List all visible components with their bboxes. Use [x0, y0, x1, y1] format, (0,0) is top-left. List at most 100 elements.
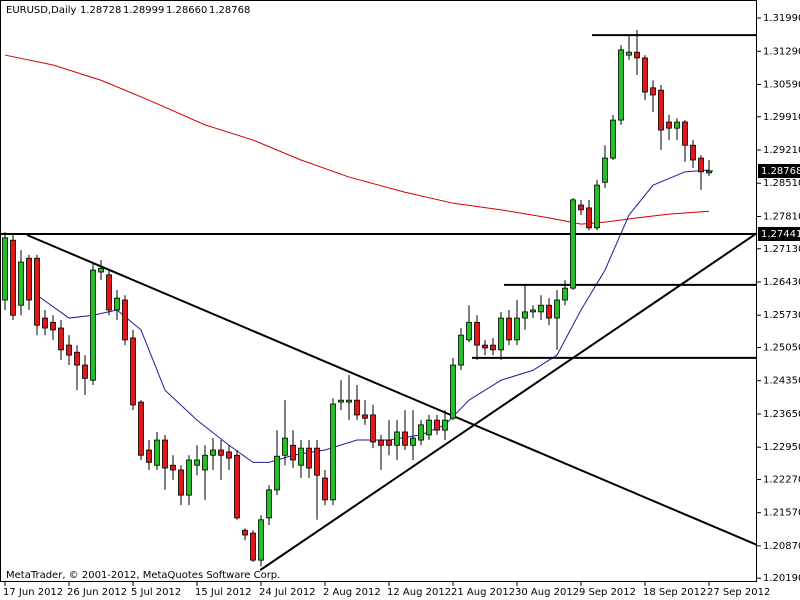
candle-body: [538, 304, 544, 313]
candle-body: [74, 351, 80, 366]
x-tick-label: 12 Aug 2012: [387, 587, 451, 598]
candle-body: [346, 399, 352, 403]
y-tick-label: 1.24350: [763, 376, 800, 387]
y-tick-label: 1.22270: [763, 474, 800, 485]
candle-body: [682, 121, 688, 146]
candle-body: [34, 257, 40, 326]
candle-body: [122, 299, 128, 341]
x-tick-label: 21 Aug 2012: [451, 587, 515, 598]
candle-body: [194, 459, 200, 466]
candle-body: [650, 87, 656, 96]
x-tick-label: 9 Sep 2012: [579, 587, 636, 598]
candle-body: [186, 459, 192, 496]
y-tick-label: 1.27810: [763, 211, 800, 222]
candle-body: [10, 239, 16, 316]
candle-body: [322, 477, 328, 501]
y-tick-label: 1.31290: [763, 46, 800, 57]
candle-body: [138, 401, 144, 456]
x-tick-label: 17 Jun 2012: [3, 587, 63, 598]
y-tick-label: 1.22950: [763, 442, 800, 453]
candle-body: [394, 431, 400, 446]
candle-body: [658, 89, 664, 131]
candle-body: [378, 439, 384, 446]
candle-body: [170, 464, 176, 471]
candle-body: [426, 419, 432, 436]
candle-body: [386, 439, 392, 446]
header-value: 1.28728: [80, 5, 121, 16]
candle-body: [690, 144, 696, 161]
candle-body: [290, 444, 296, 461]
candle-body: [434, 419, 440, 431]
candle-body: [522, 311, 528, 319]
candle-body: [530, 309, 536, 313]
candle-body: [362, 414, 368, 419]
header-value: 1.28768: [209, 5, 250, 16]
candle-body: [666, 121, 672, 129]
candle-body: [66, 344, 72, 356]
x-tick-label: 26 Jun 2012: [67, 587, 127, 598]
candle-body: [570, 199, 576, 289]
candle-body: [178, 469, 184, 496]
candle-body: [594, 184, 600, 229]
candle-body: [202, 454, 208, 471]
y-tick-label: 1.23650: [763, 409, 800, 420]
candle-body: [490, 344, 496, 351]
current-price-box: [758, 163, 800, 178]
candle-body: [2, 237, 8, 301]
y-tick-label: 1.31990: [763, 13, 800, 24]
y-tick-label: 1.30590: [763, 79, 800, 90]
candle-body: [546, 304, 552, 319]
y-tick-label: 1.28510: [763, 178, 800, 189]
candle-body: [618, 49, 624, 121]
candle-body: [250, 532, 256, 561]
candle-body: [482, 344, 488, 349]
candle-body: [626, 51, 632, 56]
candle-body: [226, 451, 232, 459]
footer: MetaTrader, © 2001-2012, MetaQuotes Soft…: [6, 570, 280, 581]
candle-body: [698, 157, 704, 173]
y-tick-label: 1.27130: [763, 244, 800, 255]
y-tick-label: 1.20190: [763, 573, 800, 584]
x-tick-label: 15 Jul 2012: [195, 587, 252, 598]
x-tick-label: 24 Jul 2012: [259, 587, 316, 598]
candle-body: [458, 334, 464, 366]
y-tick-label: 1.29210: [763, 145, 800, 156]
candle-body: [674, 121, 680, 129]
x-tick-label: 18 Sep 2012: [643, 587, 706, 598]
candle-body: [218, 449, 224, 456]
candle-body: [578, 204, 584, 211]
candle-body: [162, 439, 168, 469]
candle-body: [506, 317, 512, 341]
candle-body: [114, 297, 120, 311]
price-label-box: [758, 226, 800, 241]
candle-body: [354, 399, 360, 416]
header-value: 1.28999: [123, 5, 164, 16]
candle-body: [90, 269, 96, 381]
candle-body: [26, 257, 32, 301]
candle-body: [98, 267, 104, 273]
candle-body: [514, 317, 520, 341]
candle-body: [18, 261, 24, 306]
candle-body: [314, 447, 320, 476]
y-tick-label: 1.25050: [763, 342, 800, 353]
candle-body: [586, 207, 592, 229]
current-price-label: 1.28768: [761, 166, 800, 177]
candle-body: [642, 57, 648, 93]
indicator-line: [4, 54, 710, 225]
candle-body: [242, 529, 248, 536]
candle-body: [106, 274, 112, 311]
header-symbol: EURUSD,Daily: [6, 5, 77, 16]
trend-line: [259, 232, 758, 571]
candle-body: [82, 364, 88, 379]
candle-body: [442, 419, 448, 431]
candle-body: [410, 437, 416, 446]
candle-body: [42, 317, 48, 329]
candle-body: [474, 321, 480, 346]
x-tick-label: 2 Aug 2012: [323, 587, 381, 598]
candle-body: [258, 519, 264, 561]
header-value: 1.28660: [166, 5, 207, 16]
candle-body: [370, 414, 376, 443]
candle-body: [282, 437, 288, 456]
